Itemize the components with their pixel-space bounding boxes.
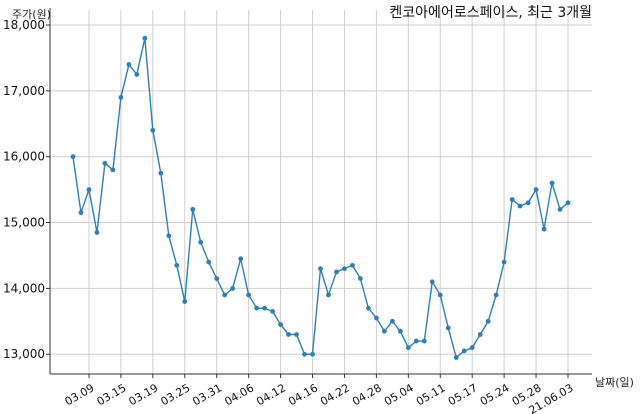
data-point xyxy=(150,127,156,133)
data-point xyxy=(302,351,307,357)
data-point xyxy=(549,180,555,186)
x-tick-label: 03.25 xyxy=(158,381,192,408)
x-tick-label: 03.31 xyxy=(190,381,224,408)
y-tick-label: 16,000 xyxy=(3,150,45,164)
data-point xyxy=(206,259,212,265)
series-line xyxy=(72,38,569,359)
price-series xyxy=(70,35,571,360)
data-point xyxy=(86,187,92,193)
x-tick-label: 05.04 xyxy=(382,381,416,408)
data-point xyxy=(326,292,331,298)
data-point xyxy=(405,345,411,351)
data-point xyxy=(102,160,108,166)
data-point xyxy=(246,292,252,298)
data-point xyxy=(453,355,459,360)
data-point xyxy=(358,276,363,281)
data-point xyxy=(198,239,204,245)
x-tick-label: 04.06 xyxy=(222,381,256,408)
data-point xyxy=(557,206,563,212)
chart-title: 켄코아에어로스페이스, 최근 3개월 xyxy=(389,5,592,21)
x-tick-label: 05.24 xyxy=(478,381,512,408)
x-tick-label: 04.12 xyxy=(254,381,288,408)
data-point xyxy=(334,269,339,275)
data-point xyxy=(166,233,172,239)
x-tick-label: 03.15 xyxy=(95,381,129,408)
x-tick-label: 04.22 xyxy=(318,381,352,408)
data-point xyxy=(238,256,244,262)
data-point xyxy=(477,332,483,337)
x-tick-label: 04.16 xyxy=(286,381,320,408)
data-point xyxy=(78,210,84,216)
data-point xyxy=(541,226,547,232)
data-point xyxy=(342,266,347,272)
x-tick-label: 03.19 xyxy=(127,381,161,408)
data-point xyxy=(437,292,443,298)
data-point xyxy=(381,328,387,334)
x-tick-label: 04.28 xyxy=(350,381,384,408)
x-tick-label: 05.17 xyxy=(446,381,480,408)
y-axis-label: 주가(원) xyxy=(12,8,51,21)
data-point xyxy=(517,203,523,209)
y-tick-label: 13,000 xyxy=(3,347,45,361)
data-point xyxy=(461,348,467,354)
data-point xyxy=(222,292,228,298)
data-point xyxy=(310,351,315,357)
x-tick-label: 05.11 xyxy=(414,381,448,408)
data-point xyxy=(230,285,236,291)
data-point xyxy=(366,305,371,311)
data-point xyxy=(70,154,76,160)
y-tick-label: 18,000 xyxy=(3,18,45,32)
data-point xyxy=(134,71,140,77)
data-point xyxy=(493,292,499,298)
data-point xyxy=(445,325,451,331)
x-tick-labels: 03.0903.1503.1903.2503.3104.0604.1204.16… xyxy=(63,381,576,414)
data-point xyxy=(110,167,116,173)
data-point xyxy=(413,338,419,344)
data-point xyxy=(214,276,220,281)
data-point xyxy=(262,305,268,311)
data-point xyxy=(469,345,475,351)
data-point xyxy=(509,197,515,202)
y-tick-label: 17,000 xyxy=(3,84,45,98)
data-point xyxy=(350,262,355,268)
data-point xyxy=(278,322,283,328)
data-point xyxy=(421,338,427,344)
data-point xyxy=(294,332,299,337)
data-point xyxy=(254,305,260,311)
data-point xyxy=(565,200,571,206)
x-tick-label: 03.09 xyxy=(63,381,97,408)
data-point xyxy=(533,187,539,193)
data-point xyxy=(397,328,403,334)
data-point xyxy=(485,318,491,324)
data-point xyxy=(270,309,275,314)
data-point xyxy=(158,170,164,176)
axes xyxy=(46,8,592,378)
data-point xyxy=(286,332,291,337)
data-point xyxy=(182,299,188,304)
data-point xyxy=(126,62,132,67)
y-tick-label: 14,000 xyxy=(3,281,45,295)
data-point xyxy=(142,35,148,41)
data-point xyxy=(94,230,100,235)
data-point xyxy=(373,315,379,321)
grid-lines xyxy=(50,10,592,374)
data-point xyxy=(118,95,124,100)
y-tick-label: 15,000 xyxy=(3,216,45,230)
data-point xyxy=(174,262,180,268)
data-point xyxy=(501,259,507,265)
data-point xyxy=(525,200,531,206)
x-axis-label: 날짜(일) xyxy=(595,375,634,389)
data-point xyxy=(429,279,435,285)
y-tick-labels: 13,000 14,000 15,000 16,000 17,000 18,000 xyxy=(3,18,45,361)
data-point xyxy=(389,318,395,324)
data-point xyxy=(318,266,323,272)
data-point xyxy=(190,206,196,212)
